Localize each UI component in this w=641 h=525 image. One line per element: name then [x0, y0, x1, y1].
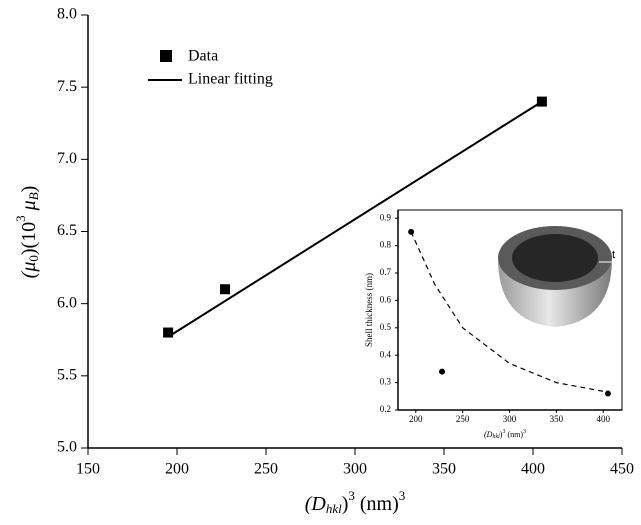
main-chart: 150 200 250 300 350 400 450 5.0 5.5 6.0 6.5 7.0 7.5 8…	[57, 6, 634, 478]
y-tick-label: 6.0	[57, 294, 77, 311]
y-tick-label: 0.9	[380, 212, 392, 222]
y-tick-label: 0.5	[380, 322, 392, 332]
x-tick-label: 450	[610, 461, 634, 478]
label-part: (nm)	[355, 493, 399, 515]
x-tick-label: 350	[432, 461, 456, 478]
x-tick-label: 200	[165, 461, 189, 478]
legend-label: Linear fitting	[188, 71, 273, 88]
label-part: (D	[305, 493, 327, 515]
y-tick-label: 0.8	[380, 240, 392, 250]
inset-x-axis-title: (Dhkl)3 (nm)3	[484, 429, 526, 440]
y-axis-title: (μ0)(103 μB)	[13, 186, 41, 279]
x-tick-label: 300	[343, 461, 367, 478]
y-tick-label: 0.6	[380, 294, 392, 304]
shell-core	[512, 234, 598, 282]
label-part: )	[342, 493, 349, 515]
y-tick-label: 0.2	[380, 404, 391, 414]
data-point	[163, 327, 174, 338]
y-tick-label: 8.0	[57, 6, 77, 23]
y-tick-label: 7.0	[57, 150, 77, 167]
inset-y-axis-title: Shell thickness (nm)	[364, 273, 374, 347]
label-part: )	[500, 430, 503, 439]
label-sup: 3	[348, 488, 355, 503]
y-tick-label: 0.7	[380, 267, 392, 277]
y-tick-label: 5.5	[57, 367, 77, 384]
data-point	[604, 390, 611, 397]
x-tick-label: 200	[409, 414, 423, 424]
x-tick-label: 150	[76, 461, 100, 478]
label-part: )(10	[18, 222, 40, 255]
annotation: t	[612, 249, 615, 261]
label-sup: 3	[13, 215, 28, 222]
label-sup: 3	[399, 488, 406, 503]
y-tick-label: 7.5	[57, 78, 77, 95]
label-part: (μ	[18, 262, 40, 279]
label-sub: 0	[26, 255, 41, 262]
data-point	[220, 284, 231, 295]
y-tick-label: 0.4	[380, 349, 392, 359]
y-tick-label: 6.5	[57, 222, 77, 239]
fit-line	[410, 231, 609, 393]
x-axis-title: (Dhkl)3 (nm)3	[305, 488, 406, 516]
fit-line	[167, 100, 543, 338]
label-sub: B	[26, 192, 41, 200]
label-part: (D	[484, 430, 493, 439]
inset-chart: 200 250 300 350 400 0.2 0.3 0.4 0.5 0.6 0.7 0.8 0.9	[380, 209, 623, 424]
shell-illustration: t	[498, 226, 615, 327]
x-tick-label: 400	[597, 414, 611, 424]
label-sup: 3	[502, 429, 505, 435]
label-part: μ	[18, 200, 40, 215]
label-part: (nm)	[505, 430, 523, 439]
y-tick-label: 5.0	[57, 439, 77, 456]
x-tick-label: 250	[254, 461, 278, 478]
label-sub: hkl	[326, 501, 342, 516]
data-point	[439, 368, 446, 375]
legend-marker	[160, 50, 172, 62]
x-tick-label: 300	[503, 414, 517, 424]
x-tick-label: 250	[456, 414, 470, 424]
label-sub: hkl	[492, 434, 500, 440]
x-tick-label: 400	[521, 461, 545, 478]
label-sup: 3	[523, 429, 526, 435]
y-tick-label: 0.3	[380, 377, 392, 387]
legend-label: Data	[188, 48, 218, 65]
x-tick-label: 350	[550, 414, 564, 424]
label-part: )	[18, 186, 40, 193]
shell-body	[498, 258, 612, 327]
